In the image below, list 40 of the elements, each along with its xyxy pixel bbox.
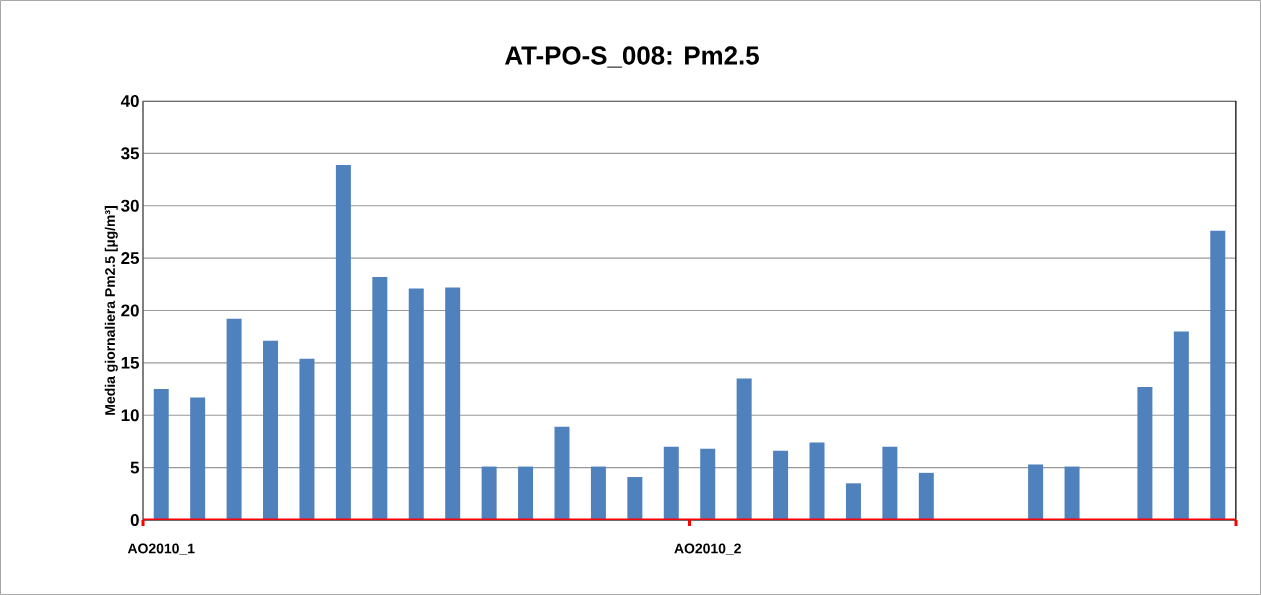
y-tick-label: 30 [121,199,139,212]
bar [882,446,898,520]
bar [554,426,570,520]
y-tick-label: 15 [121,356,140,369]
y-tick-label: 40 [120,94,139,107]
bar [335,164,351,520]
y-tick-label: 0 [130,513,139,526]
bar [372,276,388,520]
chart-title: AT-PO-S_008: Pm2.5 [505,46,759,68]
bar [663,446,679,520]
bar [518,466,534,520]
y-tick-label: 25 [121,252,140,265]
y-tick-label: 20 [121,304,139,317]
bar [153,389,169,520]
bar [481,466,497,520]
bar [809,442,825,520]
bar [1137,386,1153,520]
x-tick-label: AO2010_1 [127,543,195,555]
bar [845,483,861,520]
x-tick-label: AO2010_2 [674,543,741,555]
bar [773,450,789,520]
y-tick-label: 35 [121,147,140,160]
bar [299,358,315,520]
bar [1064,466,1080,520]
bar [263,340,279,520]
bar [1028,464,1044,520]
bar [918,472,934,520]
bar [190,397,206,520]
bar [408,288,424,520]
bar [226,318,242,520]
y-axis-title: Media giornaliera Pm2.5 [µg/m³] [104,206,118,415]
bar [1210,230,1226,520]
bar [445,287,461,520]
bar [590,466,606,520]
bar [1173,331,1189,520]
bar [700,448,716,520]
bar [627,477,643,520]
y-tick-label: 10 [121,409,139,422]
bar [736,378,752,520]
y-tick-label: 5 [130,461,140,474]
